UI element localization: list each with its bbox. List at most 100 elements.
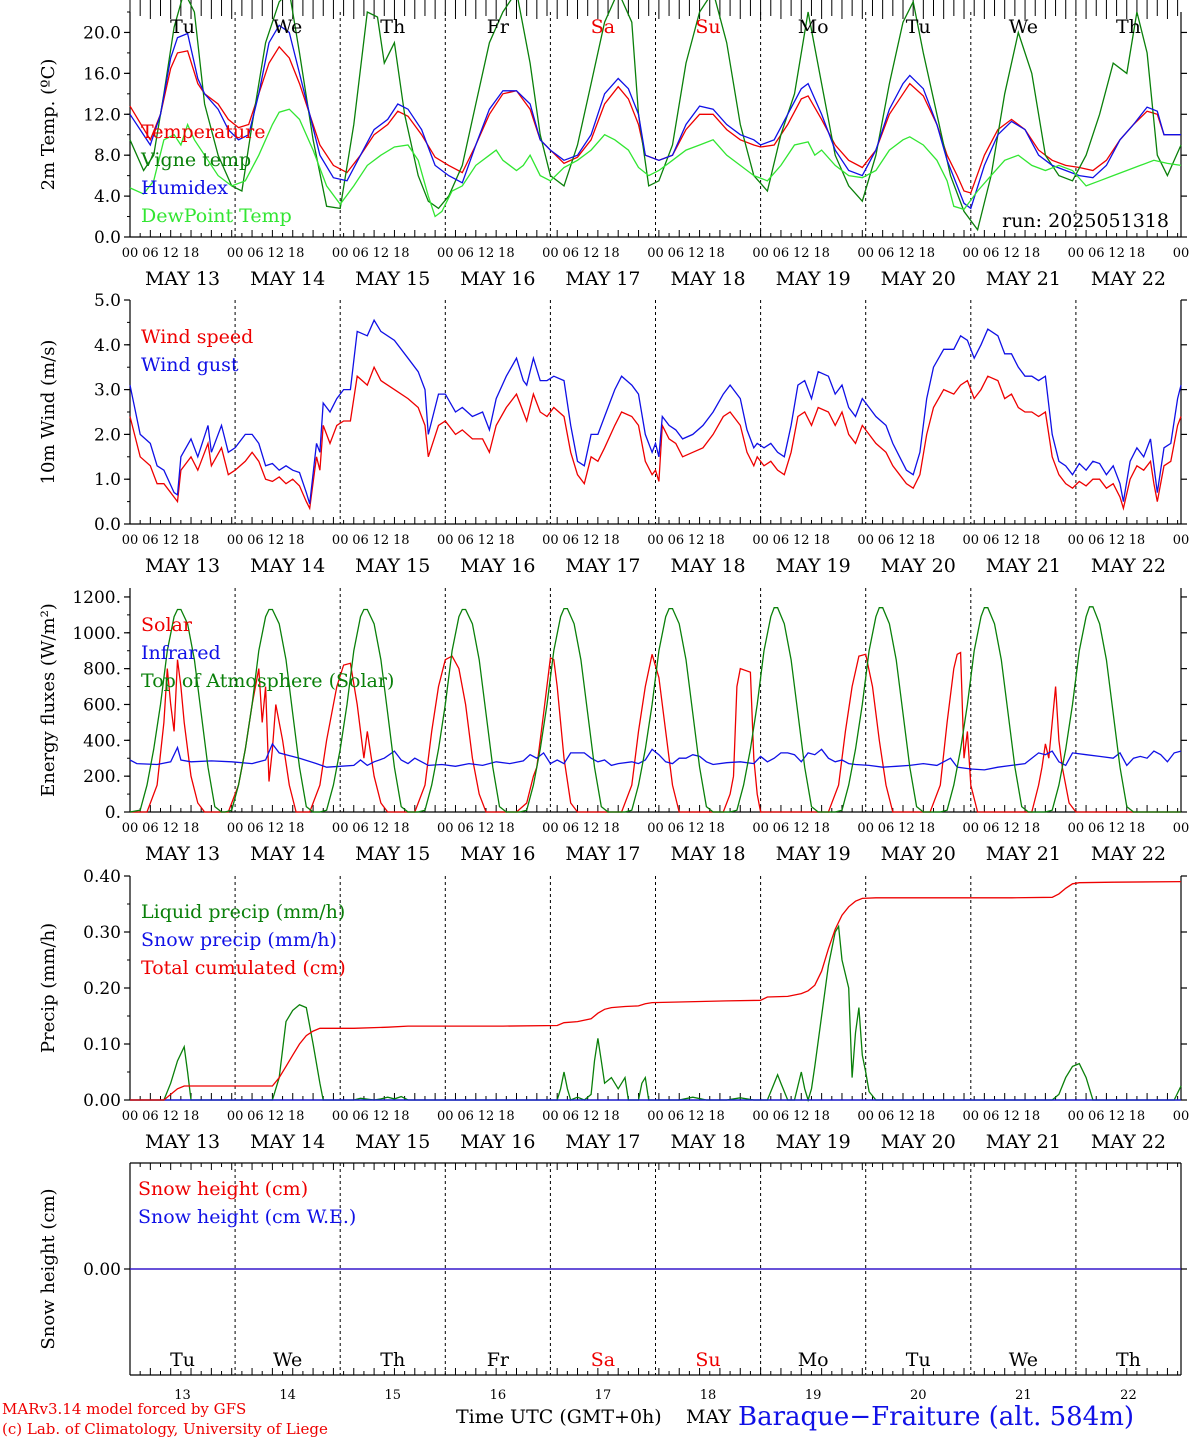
day-name-top: Fr bbox=[487, 16, 510, 38]
day-number: 15 bbox=[384, 1388, 401, 1403]
date-label: MAY 22 bbox=[1091, 268, 1166, 290]
hour-tick-label: 06 bbox=[983, 246, 1000, 261]
date-label: MAY 17 bbox=[565, 1131, 640, 1153]
hour-tick-label: 00 bbox=[963, 821, 980, 836]
hour-tick-label: 06 bbox=[247, 1109, 264, 1124]
hour-tick-label: 00 bbox=[542, 246, 559, 261]
hour-tick-label: 18 bbox=[708, 821, 725, 836]
series-line-total-cumulated-cm- bbox=[130, 880, 1182, 1101]
date-label: MAY 16 bbox=[460, 555, 535, 577]
hour-tick-label: 18 bbox=[1129, 1109, 1146, 1124]
date-label: MAY 18 bbox=[670, 843, 745, 865]
hour-tick-label: 00 bbox=[963, 1109, 980, 1124]
date-label: MAY 21 bbox=[986, 268, 1061, 290]
day-name-top: Mo bbox=[798, 16, 829, 38]
hour-tick-label: 06 bbox=[457, 821, 474, 836]
hour-tick-label: 00 bbox=[1068, 533, 1085, 548]
lab-credit: (c) Lab. of Climatology, University of L… bbox=[2, 1420, 328, 1438]
date-label: MAY 14 bbox=[250, 555, 325, 577]
hour-tick-label: 18 bbox=[918, 533, 935, 548]
y-tick-label: 1000. bbox=[72, 624, 121, 644]
series-line-humidex bbox=[129, 24, 1181, 210]
hour-tick-label: 00 bbox=[437, 533, 454, 548]
hour-tick-label: 06 bbox=[773, 246, 790, 261]
hour-tick-label: 12 bbox=[688, 246, 705, 261]
hour-tick-label: 00 bbox=[963, 533, 980, 548]
hour-tick-label: 06 bbox=[668, 246, 685, 261]
hour-tick-label: 00 bbox=[1068, 246, 1085, 261]
hour-tick-label: 06 bbox=[1088, 246, 1105, 261]
hour-tick-label: 06 bbox=[1088, 533, 1105, 548]
hour-tick-label: 12 bbox=[268, 821, 285, 836]
hour-tick-label: 12 bbox=[1108, 1109, 1125, 1124]
hour-tick-label: 12 bbox=[162, 821, 179, 836]
hour-tick-label: 00 bbox=[542, 821, 559, 836]
hour-tick-label: 00 bbox=[857, 821, 874, 836]
hour-tick-label: 18 bbox=[603, 821, 620, 836]
date-label: MAY 20 bbox=[881, 1131, 956, 1153]
hour-tick-label: 00 bbox=[752, 1109, 769, 1124]
hour-tick-label: 06 bbox=[1088, 821, 1105, 836]
hour-tick-label: 12 bbox=[373, 1109, 390, 1124]
day-name-bottom: Mo bbox=[798, 1349, 829, 1371]
hour-tick-label: 00 bbox=[647, 821, 664, 836]
hour-tick-label: 12 bbox=[478, 246, 495, 261]
hour-tick-label: 00 bbox=[227, 533, 244, 548]
hour-tick-label: 06 bbox=[247, 821, 264, 836]
legend-entry: Top of Atmosphere (Solar) bbox=[141, 670, 394, 692]
hour-tick-label: 18 bbox=[813, 246, 830, 261]
series-line-infrared bbox=[129, 742, 1182, 771]
date-label: MAY 19 bbox=[776, 843, 851, 865]
hour-tick-label: 18 bbox=[813, 1109, 830, 1124]
hour-tick-label: 12 bbox=[1003, 533, 1020, 548]
y-tick-label: 0.20 bbox=[83, 979, 121, 999]
y-tick-label: 0.0 bbox=[94, 515, 121, 535]
date-label: MAY 21 bbox=[986, 1131, 1061, 1153]
day-name-top: Sa bbox=[591, 16, 615, 38]
day-name-bottom: Tu bbox=[906, 1349, 931, 1371]
hour-tick-label: 12 bbox=[1003, 246, 1020, 261]
hour-tick-label: 18 bbox=[1129, 246, 1146, 261]
date-label: MAY 18 bbox=[670, 1131, 745, 1153]
y-axis-label: Precip (mm/h) bbox=[38, 923, 59, 1053]
hour-tick-label: 12 bbox=[898, 821, 915, 836]
y-axis-label: Energy fluxes (W/m²) bbox=[38, 603, 59, 797]
hour-tick-label: 18 bbox=[288, 246, 305, 261]
y-tick-label: 200. bbox=[83, 767, 121, 787]
y-axis-label: 10m Wind (m/s) bbox=[38, 340, 59, 485]
series-line-wind-gust bbox=[129, 318, 1182, 504]
date-label: MAY 18 bbox=[670, 268, 745, 290]
month-label: MAY bbox=[686, 1406, 731, 1428]
legend-entry: Snow precip (mm/h) bbox=[141, 929, 337, 951]
hour-tick-label: 18 bbox=[288, 533, 305, 548]
hour-tick-label: 00 bbox=[857, 1109, 874, 1124]
date-label: MAY 19 bbox=[776, 268, 851, 290]
hour-tick-label: 18 bbox=[1129, 821, 1146, 836]
hour-tick-label: 12 bbox=[1108, 821, 1125, 836]
y-tick-label: 0.10 bbox=[83, 1035, 121, 1055]
date-label: MAY 13 bbox=[145, 843, 220, 865]
day-name-bottom: Fr bbox=[487, 1349, 510, 1371]
hour-tick-label: 12 bbox=[162, 533, 179, 548]
hour-tick-label: 12 bbox=[793, 821, 810, 836]
hour-tick-label: 00 bbox=[437, 1109, 454, 1124]
hour-tick-label: 06 bbox=[562, 533, 579, 548]
hour-tick-label: 06 bbox=[352, 821, 369, 836]
hour-tick-label: 18 bbox=[918, 821, 935, 836]
hour-tick-label: 12 bbox=[583, 246, 600, 261]
hour-tick-label: 06 bbox=[878, 246, 895, 261]
hour-tick-label: 18 bbox=[288, 1109, 305, 1124]
hour-tick-label: 12 bbox=[268, 533, 285, 548]
y-tick-label: 16.0 bbox=[83, 64, 121, 84]
series-line-top-of-atmosphere-solar- bbox=[129, 606, 1181, 813]
legend-entry: Wind speed bbox=[141, 326, 253, 348]
date-label: MAY 16 bbox=[460, 843, 535, 865]
day-name-top: Tu bbox=[170, 16, 195, 38]
hour-tick-label: 12 bbox=[478, 533, 495, 548]
hour-tick-label: 12 bbox=[688, 533, 705, 548]
hour-tick-label: 18 bbox=[1129, 533, 1146, 548]
hour-tick-label: 12 bbox=[1003, 821, 1020, 836]
hour-tick-label: 00 bbox=[857, 246, 874, 261]
day-number: 17 bbox=[595, 1388, 612, 1403]
